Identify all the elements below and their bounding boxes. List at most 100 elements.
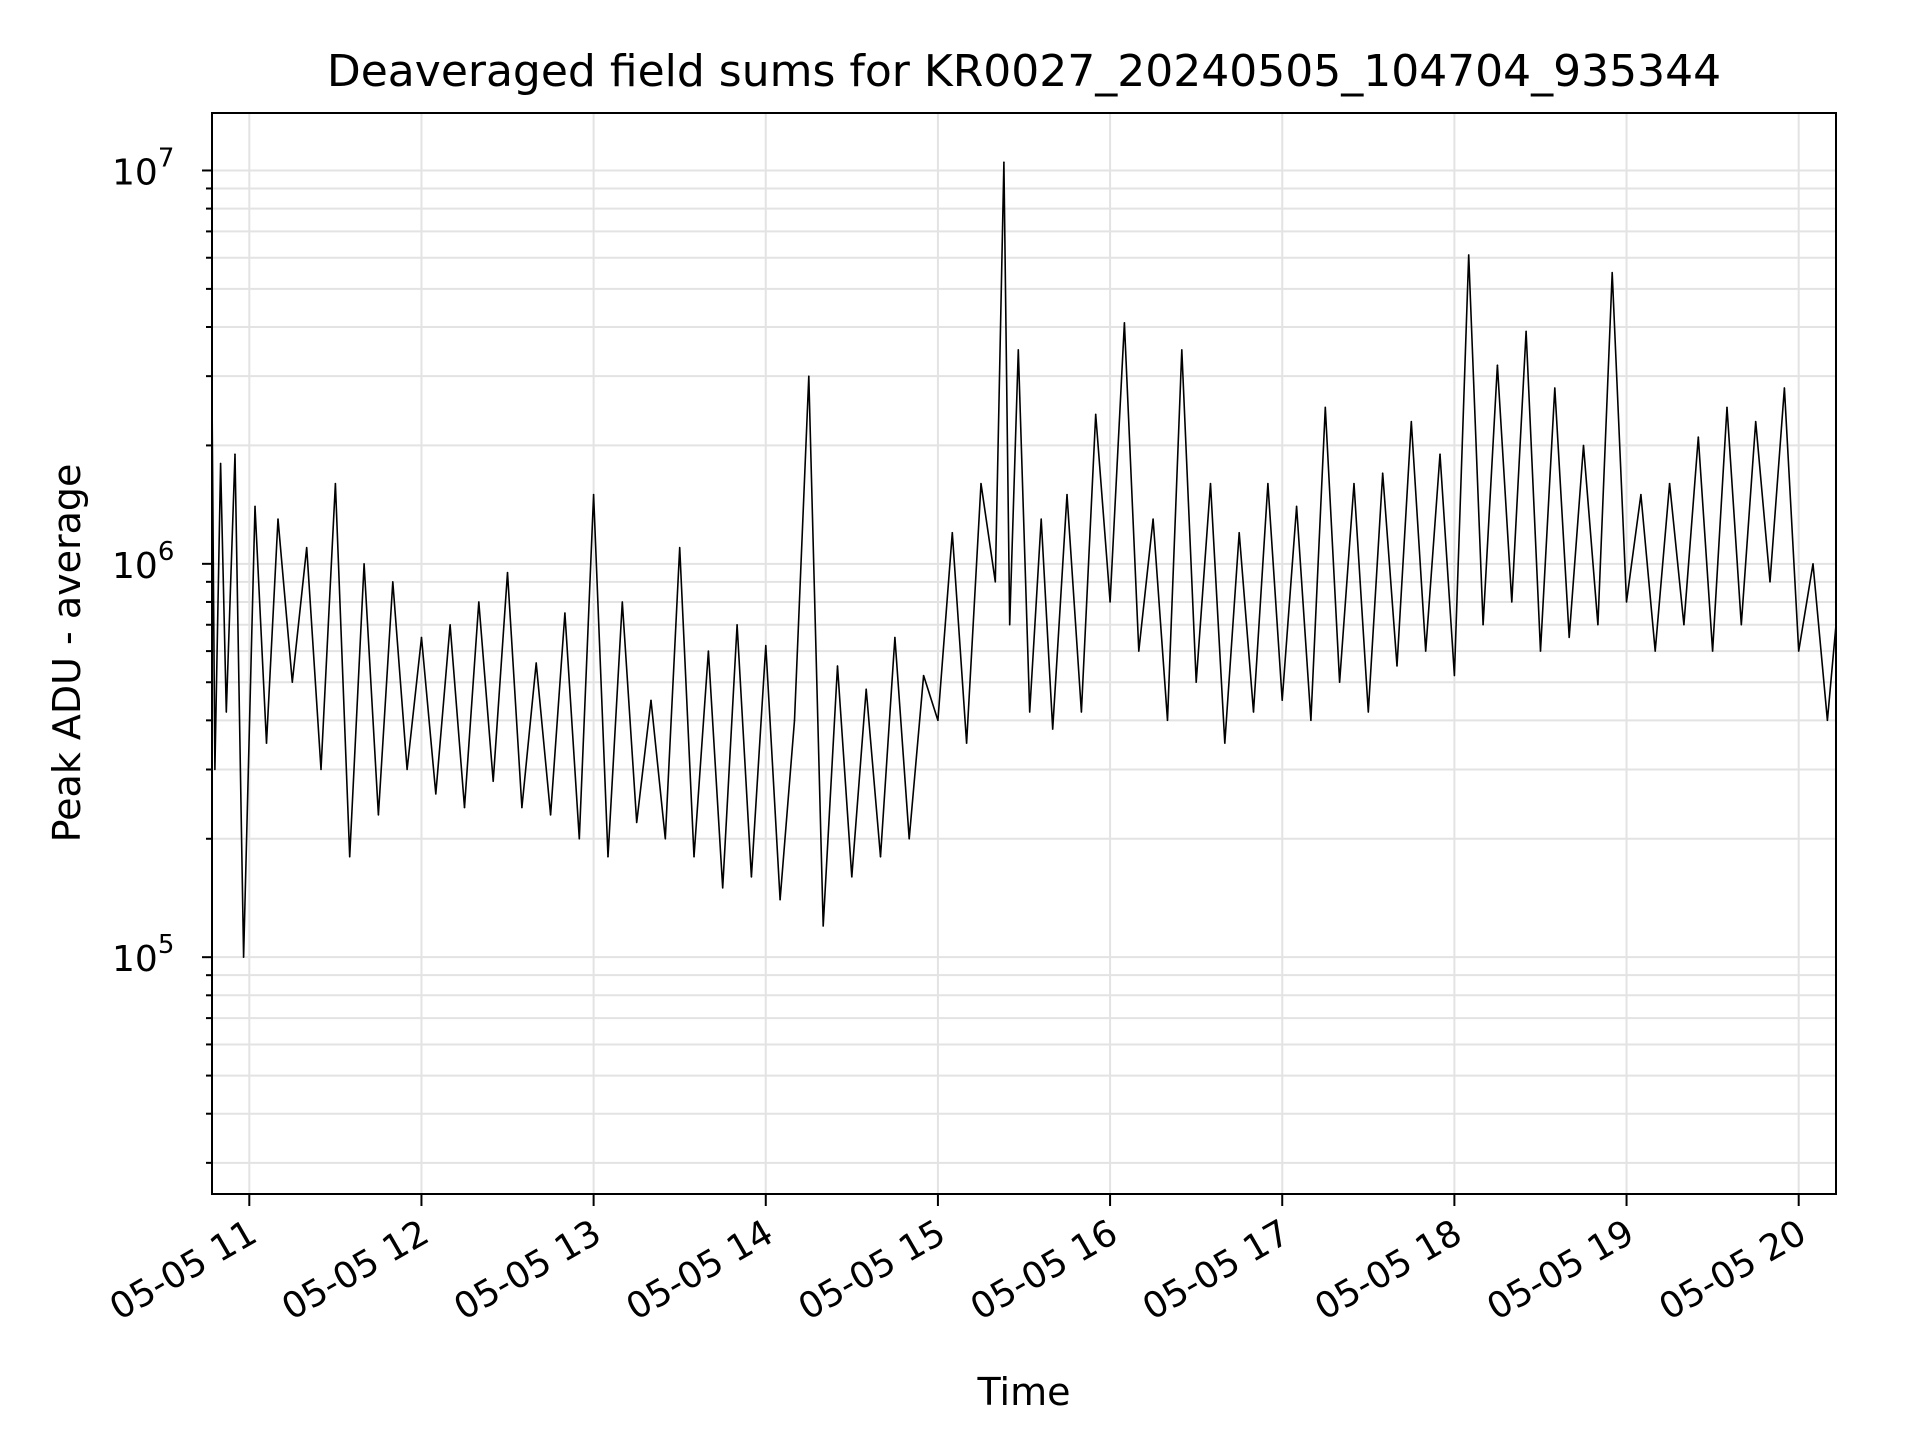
data-point xyxy=(334,482,337,485)
data-point xyxy=(1797,650,1800,652)
data-point xyxy=(1467,254,1470,256)
data-point xyxy=(1008,623,1011,626)
data-point xyxy=(1683,623,1685,626)
data-point xyxy=(1209,482,1212,485)
data-point xyxy=(592,493,595,496)
data-point xyxy=(1482,623,1484,626)
data-point xyxy=(564,612,566,614)
data-point xyxy=(1066,493,1068,496)
data-point xyxy=(1582,444,1585,447)
data-point xyxy=(305,546,308,549)
data-point xyxy=(1137,650,1140,652)
data-point xyxy=(836,665,839,667)
data-point xyxy=(435,793,437,795)
data-point xyxy=(535,662,538,664)
data-point xyxy=(1195,681,1197,684)
data-point xyxy=(1017,349,1020,351)
series-layer xyxy=(211,161,1837,958)
data-point xyxy=(951,531,954,534)
data-point xyxy=(937,719,939,722)
y-tick-label: 106 xyxy=(112,537,174,587)
data-point xyxy=(635,821,638,824)
plot-frame xyxy=(211,112,1837,1195)
data-point xyxy=(1453,674,1456,677)
y-axis-label: Peak ADU - average xyxy=(45,464,89,843)
data-point xyxy=(1094,413,1097,416)
data-point xyxy=(234,453,236,455)
data-point xyxy=(1654,650,1657,652)
data-point xyxy=(406,768,408,771)
data-point xyxy=(965,742,968,744)
data-point xyxy=(1597,623,1599,626)
data-point xyxy=(1812,563,1814,565)
data-point xyxy=(693,855,695,858)
y-tick-label: 107 xyxy=(112,143,174,193)
data-point xyxy=(254,505,256,508)
data-point xyxy=(607,855,609,858)
data-point xyxy=(363,563,365,565)
data-point xyxy=(1080,711,1083,713)
data-point xyxy=(650,699,652,702)
data-point xyxy=(1109,601,1111,603)
data-point xyxy=(1051,728,1054,730)
data-point xyxy=(265,742,268,744)
data-point xyxy=(678,546,681,549)
data-point xyxy=(1353,482,1355,485)
data-point xyxy=(420,636,423,639)
data-point xyxy=(764,644,767,647)
data-point xyxy=(721,887,724,889)
data-point xyxy=(1252,711,1255,713)
data-point xyxy=(1668,482,1671,485)
data-point xyxy=(1166,719,1169,722)
data-point xyxy=(449,623,451,626)
data-point xyxy=(1267,482,1269,485)
data-point xyxy=(506,571,509,574)
data-point xyxy=(1040,518,1043,520)
data-point xyxy=(1554,387,1556,389)
data-point xyxy=(1611,271,1613,274)
data-point xyxy=(463,806,466,809)
data-point xyxy=(219,462,222,465)
data-point xyxy=(736,623,738,626)
data-point xyxy=(1295,505,1298,508)
data-point xyxy=(922,674,925,677)
data-point xyxy=(1224,742,1226,744)
series-line xyxy=(211,162,1837,958)
data-point xyxy=(879,855,882,858)
chart-title: Deaveraged field sums for KR0027_2024050… xyxy=(327,46,1721,97)
data-point xyxy=(1152,518,1154,520)
data-point xyxy=(1003,161,1005,163)
y-tick-label: 105 xyxy=(112,930,174,980)
data-point xyxy=(1281,699,1284,702)
data-point xyxy=(578,837,581,840)
data-point xyxy=(1338,681,1341,684)
data-point xyxy=(214,768,216,771)
grid-layer xyxy=(212,113,1836,1194)
data-point xyxy=(1726,406,1728,409)
data-point xyxy=(478,601,480,603)
data-point xyxy=(1496,364,1499,366)
data-point xyxy=(1424,650,1427,652)
data-point xyxy=(707,650,710,652)
data-point xyxy=(994,581,997,583)
data-point xyxy=(377,814,380,816)
data-point xyxy=(750,876,753,878)
data-point xyxy=(225,711,228,713)
data-point xyxy=(808,375,810,377)
data-point xyxy=(1396,665,1398,667)
data-point xyxy=(1367,711,1370,713)
data-point xyxy=(291,681,294,684)
data-point xyxy=(348,855,351,858)
data-point xyxy=(1238,531,1240,534)
data-point xyxy=(980,482,982,485)
data-point xyxy=(1769,581,1771,583)
data-point xyxy=(894,636,896,639)
data-point xyxy=(492,780,494,783)
data-point xyxy=(277,518,279,520)
data-point xyxy=(1310,719,1312,722)
data-point xyxy=(1568,636,1570,639)
data-point xyxy=(1510,601,1513,603)
data-point xyxy=(793,719,796,722)
data-point xyxy=(1324,406,1327,409)
